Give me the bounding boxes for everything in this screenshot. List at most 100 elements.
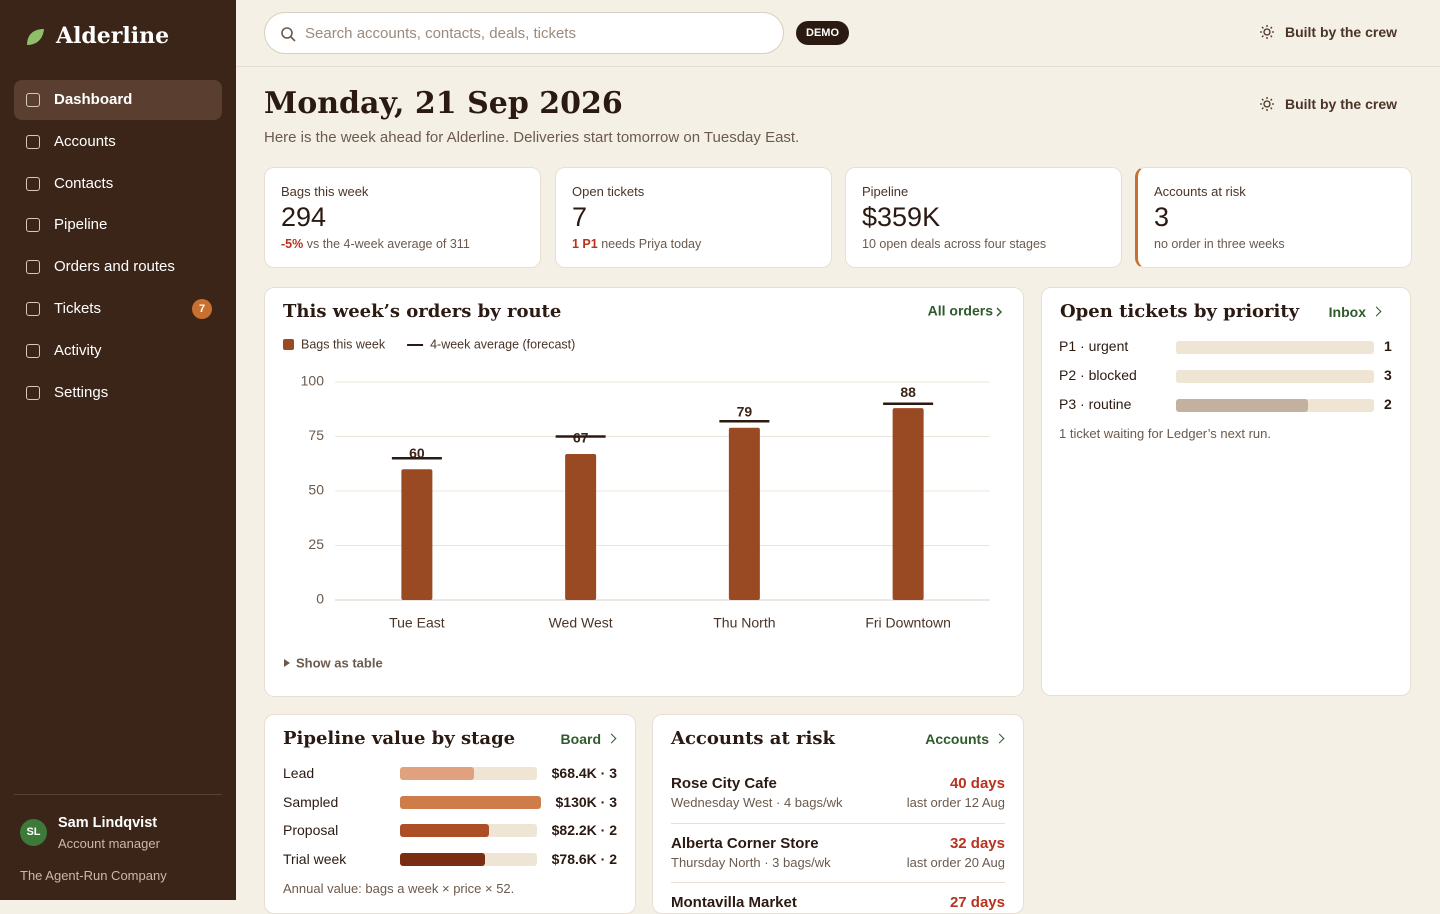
nav-label: Tickets: [54, 300, 101, 317]
nav-icon: [26, 93, 40, 107]
search[interactable]: Search accounts, contacts, deals, ticket…: [264, 12, 784, 54]
account-detail: Thursday North · 3 bags/wk: [671, 854, 831, 870]
stage-bar: [400, 853, 486, 867]
kpi-note: 10 open deals across four stages: [862, 237, 1046, 251]
stage-value: $68.4K · 3: [551, 765, 617, 781]
stage-bar: [400, 767, 475, 780]
kpi-value: 3: [1154, 202, 1170, 232]
nav-item[interactable]: Pipeline: [14, 205, 222, 245]
kpi-note-text: 10 open deals across four stages: [862, 237, 1047, 251]
stage-label: Proposal: [283, 822, 339, 839]
ticket-bar: [1176, 341, 1242, 354]
legend-swatch: [283, 339, 294, 350]
nav-item[interactable]: Dashboard: [14, 80, 222, 120]
tickets-card: Open tickets by priority Inbox P1 · urgent…: [1041, 287, 1411, 696]
x-tick-label: Fri Downtown: [865, 615, 951, 631]
user-role: Account manager: [58, 836, 160, 851]
ticket-bar: [1176, 370, 1374, 383]
search-icon: [281, 27, 296, 42]
kpi-highlight: 1 P1: [572, 237, 598, 251]
card-link[interactable]: Board: [560, 731, 601, 747]
kpi-label: Bags this week: [281, 184, 369, 199]
nav-label: Orders and routes: [54, 258, 175, 276]
chart-link[interactable]: All orders: [928, 303, 994, 319]
nav-item[interactable]: Accounts: [14, 122, 222, 162]
page-subtitle: Here is the week ahead for Alderline. De…: [264, 129, 800, 146]
legend-label: Bags this week: [301, 337, 386, 351]
stage-value: $130K · 3: [555, 793, 617, 810]
kpi-card: Bags this week 294 -5% vs the 4-week avera…: [264, 167, 541, 268]
kpi-card: Pipeline $359K 10 open deals across four s…: [845, 167, 1122, 268]
bar: [565, 453, 597, 600]
account-name[interactable]: Alberta Corner Store: [671, 834, 819, 852]
kpi-label: Pipeline: [862, 184, 909, 199]
demo-badge: DEMO: [796, 21, 849, 45]
card-title: Pipeline value by stage: [283, 728, 516, 749]
orders-chart: This week’s orders by route All orders S…: [264, 287, 1024, 697]
nav-item[interactable]: Settings: [14, 373, 222, 413]
nav-item[interactable]: Activity: [14, 331, 222, 371]
legend-label: 4-week average (forecast): [430, 337, 575, 351]
nav-icon: [26, 302, 40, 316]
nav-badge: 7: [192, 299, 212, 319]
nav-icon: [26, 176, 40, 191]
kpi-note: 1 P1 needs Priya today: [572, 237, 701, 251]
card-title: Accounts at risk: [671, 728, 835, 749]
kpi-label: Accounts at risk: [1154, 184, 1246, 199]
chart-title: This week’s orders by route: [283, 301, 561, 322]
kpi-card: Accounts at risk 3 no order in three weeks: [1135, 167, 1412, 268]
accounts-card: Accounts at risk Accounts Rose City Cafe 40…: [652, 714, 1024, 914]
kpi-highlight: -5%: [281, 237, 304, 251]
nav-item[interactable]: Contacts: [14, 164, 222, 204]
card-link[interactable]: Accounts: [925, 731, 989, 747]
brand-leaf: [27, 29, 44, 45]
x-tick-label: Wed West: [549, 615, 613, 631]
kpi-value: 294: [281, 202, 327, 232]
ticket-label: P3 · routine: [1059, 396, 1132, 412]
chevron: [996, 307, 1002, 317]
nav-label: Dashboard: [54, 91, 133, 108]
brand: Alderline: [56, 23, 170, 49]
user-name: Sam Lindqvist: [58, 815, 158, 831]
nav-icon: [26, 218, 40, 233]
pipeline-card: Pipeline value by stage Board Lead $68.4K ·…: [264, 714, 636, 914]
nav-item[interactable]: Tickets 7: [14, 289, 222, 329]
card-link[interactable]: Inbox: [1328, 304, 1366, 320]
y-tick-label: 25: [308, 536, 324, 552]
stage-bar: [400, 824, 490, 838]
kpi-value: $359K: [862, 202, 941, 232]
card: [264, 287, 1024, 697]
divider: [671, 822, 1005, 824]
account-name[interactable]: Rose City Cafe: [671, 775, 777, 792]
topbar: Search accounts, contacts, deals, ticket…: [236, 0, 1440, 67]
account-name[interactable]: Montavilla Market: [671, 894, 797, 911]
ticket-note: 1 ticket waiting for Ledger’s next run.: [1059, 426, 1271, 441]
y-tick-label: 100: [301, 373, 325, 389]
table-toggle[interactable]: Show as table: [296, 655, 383, 670]
account-detail: Wednesday West · 4 bags/wk: [671, 795, 843, 810]
ticket-value: 1: [1384, 338, 1392, 354]
pipeline-note: Annual value: bags a week × price × 52.: [283, 881, 515, 896]
stage-label: Sampled: [283, 793, 339, 810]
nav-item[interactable]: Orders and routes: [14, 247, 222, 287]
search-placeholder: Search accounts, contacts, deals, ticket…: [305, 25, 576, 42]
nav-label: Pipeline: [54, 216, 108, 234]
nav-icon: [26, 343, 40, 358]
account-last: last order 20 Aug: [906, 854, 1005, 870]
company: The Agent-Run Company: [20, 868, 167, 883]
nav-icon: [26, 385, 40, 400]
sidebar: Alderline SL Sam Lindqvist Account manag…: [0, 0, 236, 900]
ticket-label: P2 · blocked: [1059, 367, 1137, 383]
chevron: [1371, 306, 1382, 317]
chevron: [994, 733, 1005, 744]
divider: [671, 882, 1005, 883]
sun-icon: [1260, 97, 1274, 111]
credit[interactable]: Built by the crew: [1284, 96, 1397, 112]
stage-label: Lead: [283, 765, 315, 781]
y-tick-label: 75: [308, 427, 324, 443]
credit[interactable]: Built by the crew: [1284, 24, 1397, 40]
kpi-value: 7: [572, 202, 588, 232]
stage-label: Trial week: [283, 851, 347, 868]
account-days: 40 days: [949, 775, 1005, 792]
